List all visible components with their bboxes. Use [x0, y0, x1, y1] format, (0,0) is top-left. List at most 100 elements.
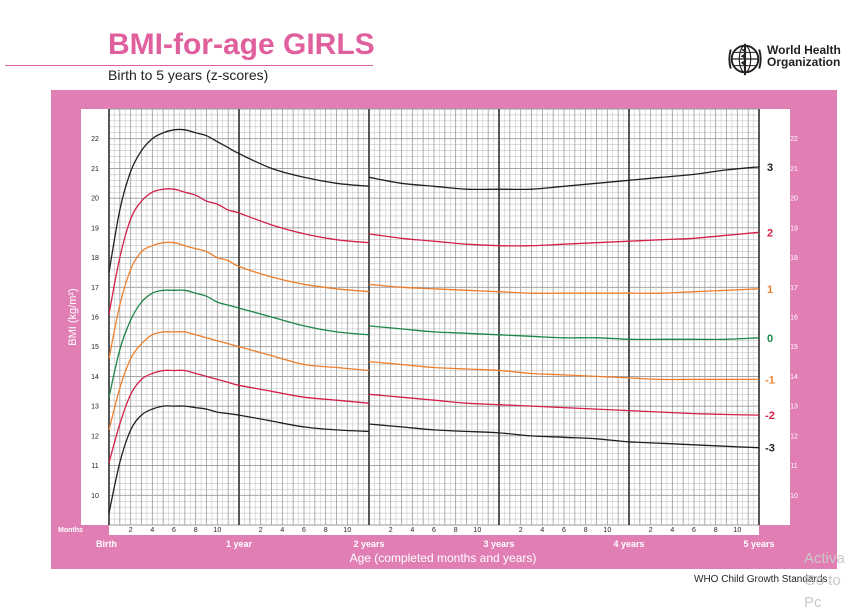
curve-z-0 — [368, 325, 760, 341]
curve-z-3 — [108, 128, 370, 273]
z-score-label: -3 — [765, 443, 775, 455]
x-year-label: Birth — [96, 539, 117, 549]
y-tick-label: 13 — [91, 404, 99, 411]
z-score-label: -1 — [765, 374, 775, 386]
y-tick-label: 12 — [91, 433, 99, 440]
y-tick-label: 22 — [91, 136, 99, 143]
x-tick-labels: 2 4 6 8 10 2 4 6 8 10 2 4 6 8 10 2 4 6 8 10 2 4 6 8 10 Birth 1 yea… — [96, 527, 775, 549]
curve-z--2 — [368, 393, 760, 416]
y-tick-label: 16 — [790, 315, 798, 322]
x-month-tick-label: 4 — [410, 527, 414, 534]
y-tick-label: 17 — [790, 285, 798, 292]
y-axis-label: BMI (kg/m²) — [67, 288, 79, 345]
y-tick-label: 11 — [790, 463, 797, 470]
bottom-label-panel — [109, 525, 759, 535]
x-unit-label: Months — [58, 527, 83, 534]
x-month-tick-label: 4 — [540, 527, 544, 534]
curve-z--2 — [108, 369, 370, 463]
watermark-line2: Go to Pc — [804, 572, 841, 611]
z-score-labels: 3 2 1 0 -1 -2 -3 — [765, 162, 775, 455]
right-label-panel — [759, 109, 790, 525]
x-month-tick-label: 2 — [389, 527, 393, 534]
y-tick-label: 14 — [91, 374, 99, 381]
watermark-line1: Activa — [804, 550, 845, 567]
x-month-tick-label: 8 — [584, 527, 588, 534]
z-score-label: 2 — [767, 227, 773, 239]
x-month-tick-label: 2 — [259, 527, 263, 534]
y-tick-labels-left: 10 11 12 13 14 15 16 17 18 19 20 21 22 — [91, 136, 99, 500]
title-underline — [5, 65, 373, 66]
x-month-tick-label: 4 — [280, 527, 284, 534]
x-month-tick-label: 2 — [519, 527, 523, 534]
org-name-line1: World Health — [767, 43, 841, 57]
z-score-label: 0 — [767, 333, 773, 345]
x-year-label: 3 years — [483, 539, 514, 549]
x-month-tick-label: 10 — [733, 527, 741, 534]
page-title: BMI-for-age GIRLS — [108, 28, 375, 61]
x-month-tick-label: 8 — [324, 527, 328, 534]
x-month-tick-label: 2 — [129, 527, 133, 534]
x-month-tick-label: 8 — [714, 527, 718, 534]
y-tick-label: 15 — [790, 344, 798, 351]
y-tick-label: 11 — [91, 463, 98, 470]
curve-z--3 — [368, 423, 760, 449]
curve-z--1 — [108, 331, 370, 431]
page-subtitle: Birth to 5 years (z-scores) — [108, 67, 269, 83]
curve-z--1 — [368, 360, 759, 381]
curve-z-2 — [108, 188, 370, 315]
z-score-label: 1 — [767, 284, 773, 296]
left-label-panel — [81, 109, 109, 525]
org-name-line2: Organization — [767, 55, 841, 69]
z-score-label: 3 — [767, 162, 773, 174]
x-year-label: 1 year — [226, 539, 253, 549]
x-month-tick-label: 10 — [473, 527, 481, 534]
y-tick-label: 18 — [790, 255, 798, 262]
activation-watermark: Activa Go to Pc — [804, 548, 854, 614]
y-tick-label: 22 — [790, 136, 798, 143]
x-month-tick-label: 6 — [562, 527, 566, 534]
y-tick-label: 14 — [790, 374, 798, 381]
y-tick-label: 12 — [790, 433, 798, 440]
y-tick-label: 21 — [91, 166, 99, 173]
x-month-tick-label: 6 — [172, 527, 176, 534]
y-tick-label: 16 — [91, 315, 99, 322]
y-tick-label: 10 — [91, 493, 99, 500]
z-score-label: -2 — [765, 410, 775, 422]
y-tick-label: 18 — [91, 255, 99, 262]
y-tick-label: 19 — [91, 225, 99, 232]
x-month-tick-label: 6 — [432, 527, 436, 534]
y-tick-label: 17 — [91, 285, 99, 292]
x-month-tick-label: 4 — [150, 527, 154, 534]
x-year-label: 2 years — [353, 539, 384, 549]
x-month-tick-label: 6 — [302, 527, 306, 534]
curve-z-3 — [368, 166, 760, 191]
y-tick-label: 21 — [790, 166, 798, 173]
x-year-label: 4 years — [613, 539, 644, 549]
x-month-tick-label: 2 — [649, 527, 653, 534]
curve-z-2 — [368, 231, 760, 247]
who-emblem-icon — [728, 43, 762, 76]
x-year-label: 5 years — [743, 539, 774, 549]
x-month-tick-label: 10 — [213, 527, 221, 534]
x-axis-label: Age (completed months and years) — [350, 551, 537, 565]
curve-z-1 — [368, 283, 760, 294]
x-month-tick-label: 8 — [454, 527, 458, 534]
chart-grid — [108, 108, 760, 526]
y-tick-label: 13 — [790, 404, 798, 411]
x-month-tick-label: 4 — [670, 527, 674, 534]
y-tick-label: 20 — [91, 196, 99, 203]
y-tick-label: 20 — [790, 196, 798, 203]
y-tick-label: 15 — [91, 344, 99, 351]
x-month-tick-label: 10 — [343, 527, 351, 534]
y-tick-labels-right: 10 11 12 13 14 15 16 17 18 19 20 21 22 — [790, 136, 798, 500]
x-month-tick-label: 8 — [194, 527, 198, 534]
z-score-curves — [108, 128, 760, 514]
footer-source: WHO Child Growth Standards — [694, 574, 828, 585]
y-tick-label: 19 — [790, 225, 798, 232]
x-month-tick-label: 6 — [692, 527, 696, 534]
org-name: World Health Organization — [767, 44, 841, 68]
x-month-tick-label: 10 — [603, 527, 611, 534]
y-tick-label: 10 — [790, 493, 798, 500]
curve-z-0 — [108, 289, 370, 398]
